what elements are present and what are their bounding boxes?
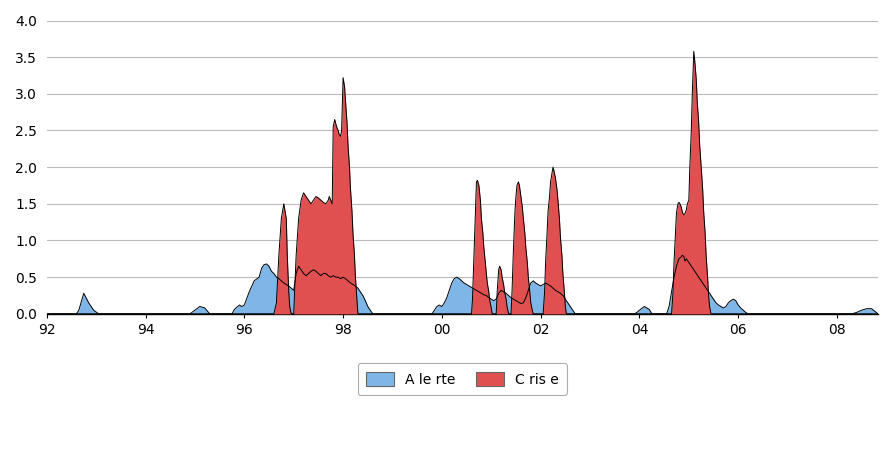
Legend: A le rte, C ris e: A le rte, C ris e <box>358 363 567 395</box>
